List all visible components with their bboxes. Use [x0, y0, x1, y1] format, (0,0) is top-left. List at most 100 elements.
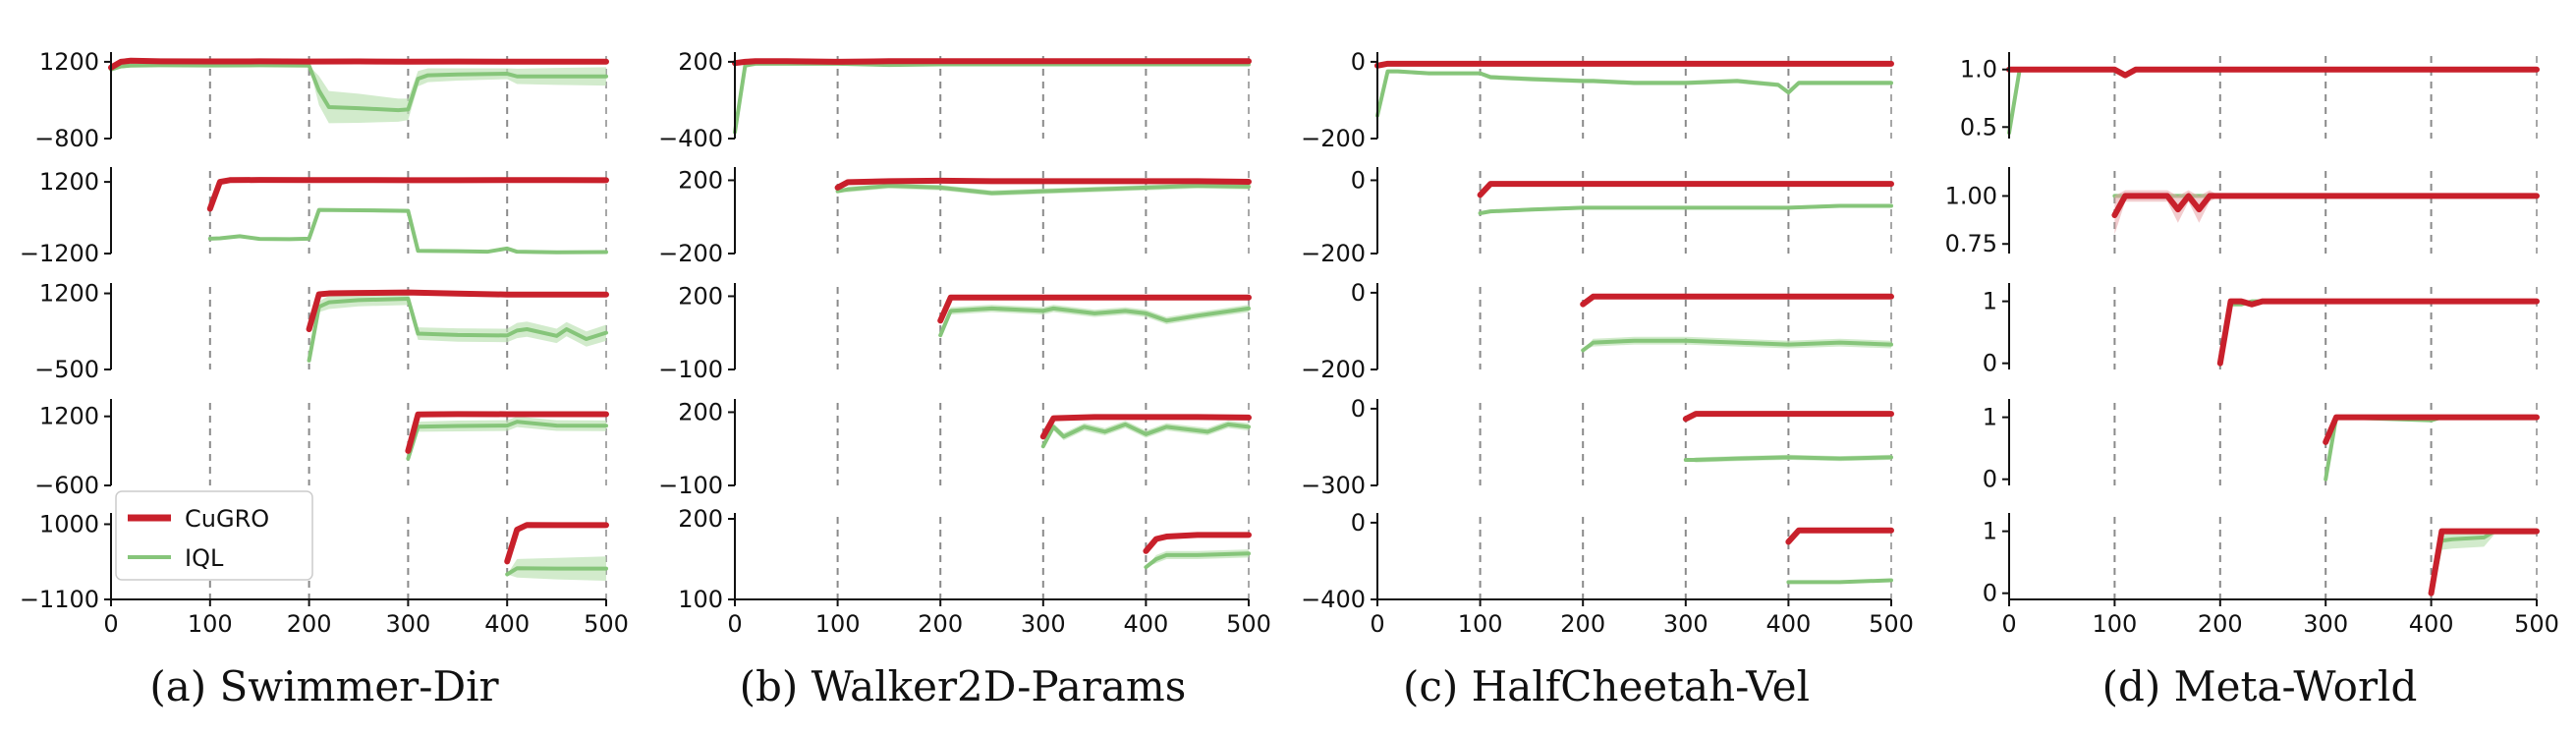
x-tick-label: 300: [385, 610, 430, 638]
y-tick-label: 0: [1983, 466, 1997, 493]
x-tick-label: 200: [2198, 610, 2243, 638]
series-line-cugro: [1143, 532, 1252, 554]
y-tick-label: 1200: [39, 280, 99, 308]
series-line-cugro: [1374, 60, 1894, 69]
y-tick-label: 1200: [39, 403, 99, 430]
band-iql: [111, 65, 606, 124]
caption-d: (d) Meta-World: [2102, 662, 2418, 710]
y-tick-label: −1100: [20, 586, 99, 613]
x-tick-label: 200: [1560, 610, 1605, 638]
x-tick-label: 100: [2092, 610, 2137, 638]
y-tick-label: 200: [678, 166, 723, 194]
series-line-iql: [2217, 299, 2539, 366]
x-tick-label: 0: [2001, 610, 2016, 638]
panel-c-4: 0 −300: [1301, 395, 1894, 499]
x-tick-label: 400: [2409, 610, 2454, 638]
x-tick-label: 400: [484, 610, 530, 638]
series-line-iql: [1144, 551, 1251, 570]
y-tick-label: −100: [658, 472, 723, 499]
series-line-cugro: [732, 58, 1252, 67]
y-tick-label: 1.0: [1960, 56, 1997, 84]
y-tick-label: 0: [1983, 580, 1997, 607]
x-tick-label: 200: [918, 610, 963, 638]
series-line-cugro: [1477, 181, 1894, 198]
x-tick-label: 500: [1226, 610, 1271, 638]
y-tick-label: 1.00: [1945, 182, 1997, 209]
panel-d-1: 1.0 0.5: [1960, 52, 2540, 141]
x-tick-label: 500: [2514, 610, 2559, 638]
y-tick-label: 1: [1983, 518, 1997, 545]
x-tick-label: 0: [103, 610, 118, 638]
plot-area: 1200−8001200−12001200−5001200−6001000−11…: [20, 48, 2559, 638]
y-tick-label: 200: [678, 398, 723, 425]
series-line-iql: [1786, 578, 1893, 585]
panel-a-2: 1200 −1200: [20, 167, 609, 267]
series-line-iql: [406, 420, 608, 461]
y-tick-label: −800: [34, 125, 99, 152]
series-line-cugro: [306, 289, 609, 332]
band-iql: [940, 305, 1249, 336]
y-tick-label: 200: [678, 505, 723, 533]
series-line-cugro: [405, 411, 609, 454]
panel-d-3: 10: [1983, 283, 2540, 377]
panel-a-4: 1200 −600: [34, 399, 609, 499]
y-tick-label: −200: [658, 240, 723, 267]
y-tick-label: 0: [1351, 166, 1366, 194]
series-line-cugro: [2006, 66, 2540, 79]
legend-label-cugro: CuGRO: [185, 505, 269, 533]
panel-b-1: 200 −400: [658, 48, 1252, 152]
legend-label-iql: IQL: [185, 544, 224, 572]
panel-c-2: 0 −200: [1301, 166, 1894, 267]
series-line-cugro: [108, 57, 609, 71]
y-tick-label: −100: [658, 356, 723, 383]
series-line-iql: [207, 207, 608, 255]
panel-b-2: 200 −200: [658, 166, 1252, 267]
band-iql: [1377, 69, 1891, 116]
y-tick-label: 0.5: [1960, 113, 1997, 141]
x-tick-label: 300: [1021, 610, 1066, 638]
y-tick-label: 200: [678, 48, 723, 76]
x-tick-label: 400: [1123, 610, 1168, 638]
y-tick-label: 0: [1351, 279, 1366, 307]
panel-a-3: 1200 −500: [34, 280, 609, 383]
x-tick-label: 100: [188, 610, 233, 638]
series-line-iql: [1040, 422, 1251, 449]
series-line-cugro: [504, 522, 609, 565]
band-iql: [2431, 528, 2537, 594]
series-line-cugro: [2111, 193, 2540, 218]
y-tick-label: −200: [1301, 125, 1366, 152]
y-tick-label: 0: [1983, 350, 1997, 377]
y-tick-label: 1: [1983, 288, 1997, 315]
chart-a: 1200−8001200−12001200−5001200−6001000−11…: [20, 48, 629, 638]
y-tick-label: −400: [1301, 586, 1366, 613]
y-tick-label: 200: [678, 282, 723, 310]
panel-c-1: 0 −200: [1301, 48, 1894, 152]
series-line-cugro: [2428, 528, 2540, 596]
series-line-iql: [307, 297, 608, 363]
y-tick-label: −1200: [20, 240, 99, 267]
panel-b-4: 200 −100: [658, 398, 1252, 499]
band-iql: [735, 63, 1249, 133]
y-tick-label: 1: [1983, 404, 1997, 431]
legend: CuGRO IQL: [115, 490, 313, 581]
caption-b: (b) Walker2D-Params: [740, 662, 1187, 710]
series-line-iql: [938, 306, 1251, 338]
caption-a: (a) Swimmer-Dir: [149, 662, 499, 710]
x-tick-label: 500: [1869, 610, 1914, 638]
band-iql: [308, 292, 606, 361]
x-tick-label: 100: [815, 610, 861, 638]
band-iql: [408, 416, 606, 459]
y-tick-label: −200: [1301, 356, 1366, 383]
series-line-iql: [1581, 338, 1893, 353]
x-tick-label: 300: [1663, 610, 1708, 638]
caption-c: (c) HalfCheetah-Vel: [1403, 662, 1810, 710]
panel-c-3: 0 −200: [1301, 279, 1894, 383]
series-line-iql: [1478, 203, 1893, 215]
series-line-cugro: [1682, 411, 1894, 423]
y-tick-label: −600: [34, 472, 99, 499]
